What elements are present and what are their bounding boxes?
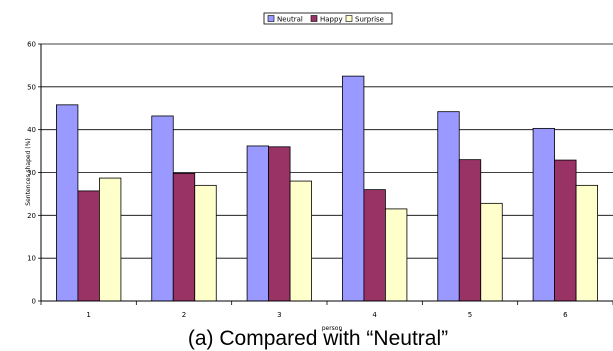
bar-surprise-2: [194, 184, 217, 302]
legend-label-happy: Happy: [320, 16, 343, 24]
x-tick-label-6: 6: [563, 311, 568, 319]
x-tick-label-3: 3: [277, 311, 281, 319]
figure-caption: (a) Compared with “Neutral”: [188, 327, 448, 350]
bar-neutral-4: [342, 75, 365, 302]
legend-swatch-surprise: [345, 15, 353, 22]
bar-neutral-6: [532, 127, 555, 302]
y-axis-label: Sentences shaped (%): [25, 138, 32, 205]
legend-label-surprise: Surprise: [355, 16, 384, 24]
legend-swatch-neutral: [267, 15, 275, 22]
bar-surprise-4: [385, 208, 408, 302]
x-tick-label-5: 5: [468, 311, 472, 319]
y-tick-labels: 0 10 20 30 40 50 60: [27, 41, 36, 306]
bar-happy-6: [554, 159, 577, 302]
bar-neutral-5: [437, 111, 460, 302]
x-tick-label-4: 4: [372, 311, 377, 319]
legend: Neutral Happy Surprise: [263, 12, 393, 25]
x-tick-labels: 1 2 3 4 5 6: [86, 311, 568, 319]
bars: [56, 75, 598, 302]
gridlines: [41, 43, 613, 259]
y-tick-label-3: 30: [27, 169, 36, 177]
x-tick-label-1: 1: [86, 311, 90, 319]
y-tick-label-2: 20: [27, 212, 36, 220]
bar-happy-4: [363, 189, 386, 302]
y-tick-label-4: 40: [27, 126, 36, 134]
x-axis-label: person: [322, 325, 343, 332]
legend-box: [263, 12, 393, 25]
bar-surprise-1: [99, 177, 122, 302]
y-tick-label-1: 10: [27, 255, 36, 263]
bar-neutral-3: [246, 145, 269, 302]
bar-neutral-2: [151, 115, 174, 302]
axes: [38, 43, 613, 305]
bar-happy-2: [172, 172, 196, 302]
y-tick-label-0: 0: [32, 298, 36, 306]
legend-label-neutral: Neutral: [277, 16, 303, 24]
bar-happy-3: [268, 146, 291, 302]
bar-happy-5: [458, 159, 482, 302]
bar-surprise-3: [289, 180, 312, 302]
bar-happy-1: [77, 190, 100, 302]
bar-surprise-5: [480, 202, 503, 302]
bar-surprise-6: [575, 184, 598, 302]
y-tick-label-5: 50: [27, 83, 36, 91]
y-tick-label-6: 60: [27, 41, 36, 49]
bar-neutral-1: [56, 104, 79, 302]
legend-swatch-happy: [310, 15, 318, 22]
x-tick-label-2: 2: [182, 311, 186, 319]
